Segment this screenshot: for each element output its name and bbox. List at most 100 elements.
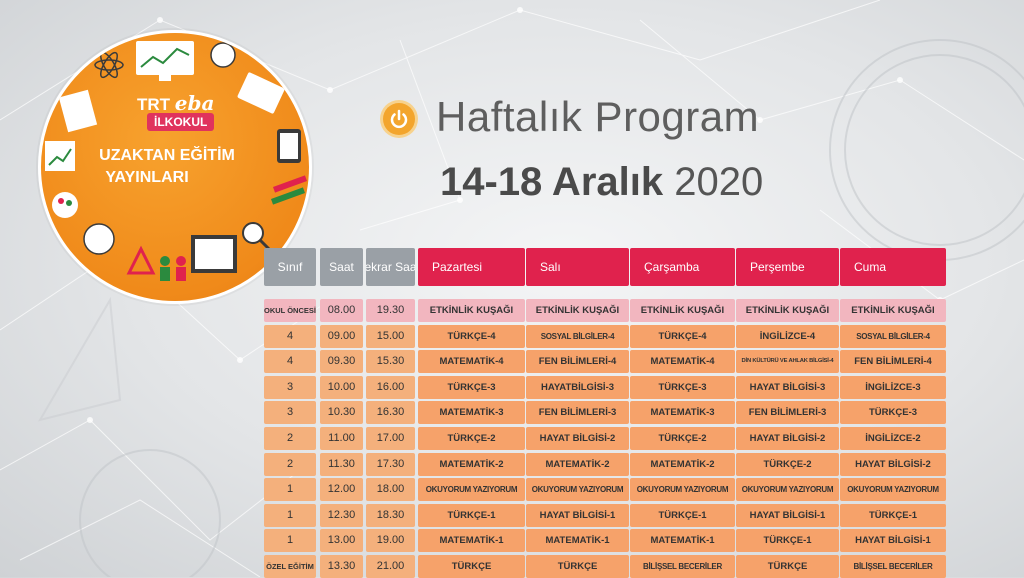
cell-tekrar-saati: 21.00 — [366, 555, 415, 578]
cell-carsamba: MATEMATİK-4 — [630, 350, 735, 374]
cell-persembe: TÜRKÇE-1 — [736, 529, 839, 553]
cell-saat: 10.00 — [320, 375, 363, 399]
cell-persembe: İNGİLİZCE-4 — [736, 324, 839, 348]
cell-carsamba: OKUYORUM YAZIYORUM — [630, 478, 735, 502]
brand-eba: eba — [174, 91, 215, 115]
cell-cuma: HAYAT BİLGİSİ-1 — [840, 529, 946, 553]
header-saat: Saat — [320, 248, 363, 286]
header-cuma: Cuma — [840, 248, 946, 286]
ilkokul-badge: İLKOKUL — [147, 113, 215, 131]
cell-sinif: 4 — [264, 350, 316, 374]
page-title: Haftalık Program — [436, 93, 760, 140]
cell-tekrar-saati: 16.00 — [366, 375, 415, 399]
cell-pazartesi: TÜRKÇE — [418, 555, 525, 578]
cell-pazartesi: MATEMATİK-4 — [418, 350, 525, 374]
cell-cuma: HAYAT BİLGİSİ-2 — [840, 452, 946, 476]
cell-carsamba: BİLİŞSEL BECERİLER — [630, 555, 735, 578]
cell-cuma: SOSYAL BİLGİLER-4 — [840, 324, 946, 348]
cell-persembe: FEN BİLİMLERİ-3 — [736, 401, 839, 425]
cell-sinif: OKUL ÖNCESİ — [264, 299, 316, 322]
cell-persembe: HAYAT BİLGİSİ-2 — [736, 427, 839, 450]
cell-saat: 13.00 — [320, 529, 363, 553]
cell-persembe: ETKİNLİK KUŞAĞI — [736, 299, 839, 322]
cell-tekrar-saati: 17.30 — [366, 452, 415, 476]
cell-sali: TÜRKÇE — [526, 555, 629, 578]
cell-pazartesi: ETKİNLİK KUŞAĞI — [418, 299, 525, 322]
cell-carsamba: MATEMATİK-3 — [630, 401, 735, 425]
cell-persembe: TÜRKÇE-2 — [736, 452, 839, 476]
cell-sali: HAYAT BİLGİSİ-2 — [526, 427, 629, 450]
header-sali: Salı — [526, 248, 629, 286]
cell-pazartesi: TÜRKÇE-3 — [418, 375, 525, 399]
cell-sinif: 1 — [264, 503, 316, 527]
cell-cuma: İNGİLİZCE-3 — [840, 375, 946, 399]
power-icon — [383, 103, 415, 135]
cell-sinif: 2 — [264, 452, 316, 476]
cell-tekrar-saati: 17.00 — [366, 427, 415, 450]
cell-cuma: ETKİNLİK KUŞAĞI — [840, 299, 946, 322]
cell-cuma: TÜRKÇE-3 — [840, 401, 946, 425]
logo-title-line1: UZAKTAN EĞİTİM — [99, 147, 235, 164]
cell-carsamba: TÜRKÇE-4 — [630, 324, 735, 348]
cell-saat: 10.30 — [320, 401, 363, 425]
cell-pazartesi: MATEMATİK-1 — [418, 529, 525, 553]
logo-title-line2: YAYINLARI — [105, 169, 189, 186]
cell-persembe: HAYAT BİLGİSİ-1 — [736, 503, 839, 527]
cell-carsamba: ETKİNLİK KUŞAĞI — [630, 299, 735, 322]
cell-pazartesi: OKUYORUM YAZIYORUM — [418, 478, 525, 502]
cell-carsamba: TÜRKÇE-3 — [630, 375, 735, 399]
cell-sali: HAYAT BİLGİSİ-1 — [526, 503, 629, 527]
cell-tekrar-saati: 15.00 — [366, 324, 415, 348]
logo-illustrations — [45, 41, 308, 281]
cell-sali: FEN BİLİMLERİ-3 — [526, 401, 629, 425]
cell-tekrar-saati: 19.00 — [366, 529, 415, 553]
cell-saat: 11.30 — [320, 452, 363, 476]
cell-carsamba: MATEMATİK-1 — [630, 529, 735, 553]
cell-sinif: 2 — [264, 427, 316, 450]
cell-pazartesi: MATEMATİK-2 — [418, 452, 525, 476]
cell-tekrar-saati: 15.30 — [366, 350, 415, 374]
cell-persembe: HAYAT BİLGİSİ-3 — [736, 375, 839, 399]
cell-persembe: TÜRKÇE — [736, 555, 839, 578]
cell-sinif: ÖZEL EĞİTİM — [264, 555, 316, 578]
cell-cuma: BİLİŞSEL BECERİLER — [840, 555, 946, 578]
header-sinif: Sınıf — [264, 248, 316, 286]
cell-sali: OKUYORUM YAZIYORUM — [526, 478, 629, 502]
cell-cuma: TÜRKÇE-1 — [840, 503, 946, 527]
cell-saat: 12.30 — [320, 503, 363, 527]
cell-persembe: OKUYORUM YAZIYORUM — [736, 478, 839, 502]
header-tekrar-saati: Tekrar Saati — [366, 248, 415, 286]
cell-saat: 12.00 — [320, 478, 363, 502]
cell-pazartesi: TÜRKÇE-2 — [418, 427, 525, 450]
cell-tekrar-saati: 16.30 — [366, 401, 415, 425]
cell-cuma: İNGİLİZCE-2 — [840, 427, 946, 450]
cell-sali: FEN BİLİMLERİ-4 — [526, 350, 629, 374]
cell-sali: SOSYAL BİLGİLER-4 — [526, 324, 629, 348]
cell-carsamba: TÜRKÇE-2 — [630, 427, 735, 450]
cell-sali: MATEMATİK-1 — [526, 529, 629, 553]
cell-saat: 09.00 — [320, 324, 363, 348]
cell-saat: 11.00 — [320, 427, 363, 450]
cell-pazartesi: TÜRKÇE-4 — [418, 324, 525, 348]
cell-sinif: 4 — [264, 324, 316, 348]
cell-cuma: OKUYORUM YAZIYORUM — [840, 478, 946, 502]
brand-trt: TRT — [137, 95, 171, 114]
header-carsamba: Çarşamba — [630, 248, 735, 286]
cell-pazartesi: MATEMATİK-3 — [418, 401, 525, 425]
cell-tekrar-saati: 19.30 — [366, 299, 415, 322]
cell-carsamba: MATEMATİK-2 — [630, 452, 735, 476]
cell-saat: 08.00 — [320, 299, 363, 322]
cell-persembe: DİN KÜLTÜRÜ VE AHLAK BİLGİSİ-4 — [736, 350, 839, 374]
cell-sali: MATEMATİK-2 — [526, 452, 629, 476]
cell-saat: 09.30 — [320, 350, 363, 374]
cell-sali: HAYATBİLGİSİ-3 — [526, 375, 629, 399]
cell-saat: 13.30 — [320, 555, 363, 578]
cell-sinif: 3 — [264, 401, 316, 425]
cell-pazartesi: TÜRKÇE-1 — [418, 503, 525, 527]
header-pazartesi: Pazartesi — [418, 248, 525, 286]
cell-sinif: 1 — [264, 529, 316, 553]
cell-tekrar-saati: 18.30 — [366, 503, 415, 527]
date-range-year: 2020 — [674, 160, 764, 204]
header-persembe: Perşembe — [736, 248, 839, 286]
date-range-days: 14-18 Aralık — [440, 160, 664, 204]
